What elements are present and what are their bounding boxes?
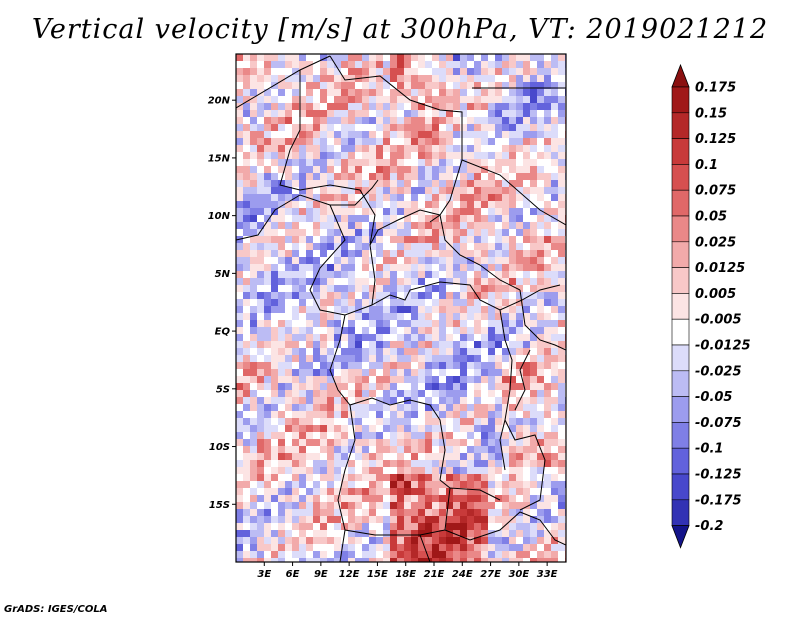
lon-tick-label: 12E [339,569,360,580]
map-frame [235,53,567,563]
lon-tick-label: 24E [452,569,473,580]
boundary-congo [329,314,451,489]
colorbar: 0.175 0.15 0.125 0.1 0.075 0.05 0.025 0.0125 0.0… [671,63,751,549]
boundary-drc-east [499,309,546,511]
colorbar-label: 0.0125 [695,261,745,276]
lon-tick-label: 30E [508,569,529,580]
colorbar-swatch [671,189,690,217]
lat-tick-label: 10N [208,211,231,222]
colorbar-swatch [671,215,690,243]
colorbar-swatch [671,267,690,294]
colorbar-label: 0.075 [695,184,736,199]
boundary-lakes [499,349,531,471]
colorbar-swatch [671,473,690,501]
colorbar-swatch [671,318,690,346]
boundary-nigeria [236,179,379,241]
colorbar-swatch [671,422,690,449]
colorbar-label: 0.125 [695,132,736,147]
colorbar-label: -0.1 [695,442,723,457]
lat-tick-label: EQ [215,327,231,338]
colorbar-bottom-arrow [671,525,690,549]
colorbar-label: 0.025 [695,235,736,250]
lon-tick-label: 27E [480,569,501,580]
lon-tick-label: 21E [424,569,445,580]
boundary-angola [337,404,501,536]
colorbar-label: -0.125 [695,468,742,483]
colorbar-top-arrow [671,63,690,88]
lon-tick-label: 18E [395,569,416,580]
colorbar-label: -0.075 [695,416,742,431]
boundary-car [371,281,561,311]
footer-credit: GrADS: IGES/COLA [4,604,108,615]
colorbar-label: 0.05 [695,210,727,225]
boundary-sudan [439,159,566,291]
colorbar-swatch [671,499,690,526]
colorbar-label: -0.005 [695,313,742,328]
latitude-axis: 20N 15N 10N 5N EQ 5S 10S 15S [208,96,236,511]
lon-tick-label: 9E [314,569,328,580]
boundary-chad-niger [279,70,376,246]
lon-tick-label: 15E [367,569,388,580]
longitude-axis: 3E 6E 9E 12E 15E 18E 21E 24E 27E 30E 33E [257,562,558,580]
lon-tick-label: 6E [286,569,300,580]
colorbar-swatch [671,293,690,320]
colorbar-swatch [671,447,690,475]
colorbar-label: -0.025 [695,364,742,379]
lat-tick-label: 15S [209,500,230,511]
lon-tick-label: 3E [257,569,271,580]
colorbar-swatch [671,112,690,139]
lon-tick-label: 33E [537,569,558,580]
colorbar-swatch [671,370,690,397]
lat-tick-label: 10S [209,442,230,453]
lat-tick-label: 20N [208,96,231,107]
lat-tick-label: 15N [208,153,231,164]
colorbar-swatch [671,396,690,423]
country-boundaries [236,55,566,562]
colorbar-label: -0.2 [695,519,723,534]
colorbar-label: -0.0125 [695,339,751,354]
colorbar-label: 0.1 [695,158,718,173]
vertical-velocity-field [236,54,566,562]
colorbar-swatch [671,164,690,191]
colorbar-label: -0.175 [695,493,742,508]
colorbar-label: 0.15 [695,106,727,121]
colorbar-label: 0.175 [695,81,736,96]
lat-tick-label: 5N [215,269,231,280]
map-title: Vertical velocity [m/s] at 300hPa, VT: 2… [31,14,769,45]
colorbar-swatch [671,86,690,114]
colorbar-swatch [671,138,690,165]
boundary-south [339,511,566,562]
lat-tick-label: 5S [216,384,230,395]
colorbar-label: -0.05 [695,390,732,405]
colorbar-label: 0.005 [695,287,736,302]
boundary-east [472,87,566,351]
colorbar-swatch [671,344,690,372]
colorbar-swatch [671,241,690,268]
